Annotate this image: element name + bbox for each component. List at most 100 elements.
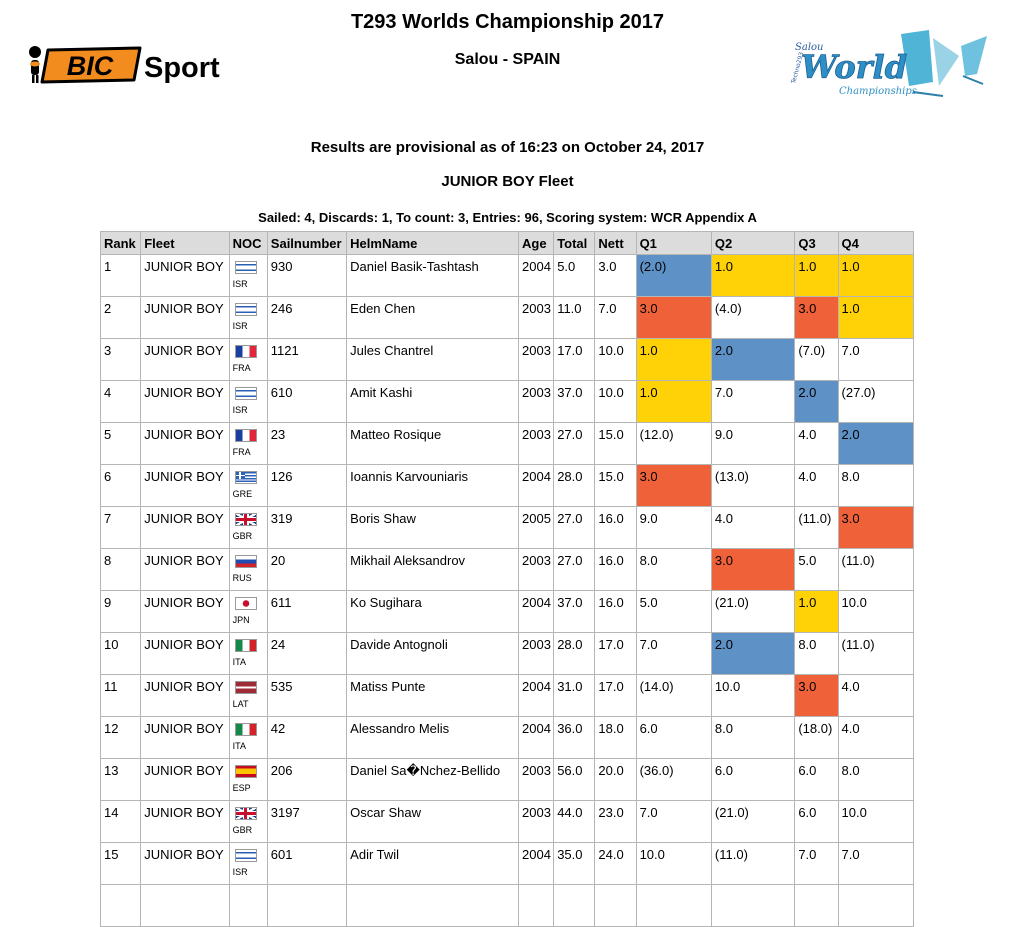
fleet-cell: JUNIOR BOY [140,254,230,297]
noc-code: ISR [232,405,248,415]
fleet-cell: JUNIOR BOY [140,716,230,759]
noc-code: ITA [232,741,246,751]
age-cell: 2003 [518,758,555,801]
ita-flag-icon [234,639,257,652]
q2-cell: 4.0 [710,506,796,549]
results-table: Rank Fleet NOC Sailnumber HelmName Age T… [99,231,915,927]
noc-code: LAT [232,699,249,709]
q1-cell: (2.0) [635,254,712,297]
noc-code: ISR [232,279,248,289]
q4-cell: 10.0 [837,590,915,633]
noc-code: ITA [232,657,246,667]
q2-cell: 1.0 [710,254,796,297]
q1-cell: 3.0 [635,296,712,339]
event-title: T293 Worlds Championship 2017 [350,11,665,33]
q4-cell: 10.0 [837,800,915,843]
sailnumber-cell: 206 [266,758,348,801]
q4-cell: (11.0) [837,632,915,675]
q2-cell: 8.0 [710,716,796,759]
gre-flag-icon [234,471,257,484]
isr-flag-icon [234,261,257,274]
sailnumber-cell: 1121 [266,338,348,381]
jpn-flag-icon [234,597,257,610]
sailnumber-cell: 42 [266,716,348,759]
total-cell: 11.0 [553,296,596,339]
q3-cell: 1.0 [794,254,839,297]
nett-cell: 3.0 [594,254,637,297]
table-row: 15 JUNIOR BOY ISR 601 Adir Twil 2004 35.… [99,842,915,885]
fleet-cell: JUNIOR BOY [140,548,230,591]
helmname-cell: Daniel Sa�Nchez-Bellido [346,758,520,801]
table-header-row: Rank Fleet NOC Sailnumber HelmName Age T… [99,231,915,255]
helmname-cell: Alessandro Melis [346,716,520,759]
helmname-cell: Daniel Basik-Tashtash [346,254,520,297]
q3-cell: 3.0 [794,296,839,339]
age-cell: 2003 [518,800,555,843]
fleet-cell: JUNIOR BOY [140,380,230,423]
rank-cell: 4 [99,380,142,423]
q1-cell: 1.0 [635,380,712,423]
col-header-nett: Nett [594,231,637,255]
age-cell: 2003 [518,338,555,381]
q1-cell: 8.0 [635,548,712,591]
noc-code: ESP [232,783,251,793]
noc-cell: ESP [228,758,268,801]
fleet-cell: JUNIOR BOY [140,338,230,381]
col-header-age: Age [518,231,555,255]
nett-cell: 20.0 [594,758,637,801]
nett-cell: 17.0 [594,632,637,675]
fleet-cell: JUNIOR BOY [140,422,230,465]
q3-cell: 4.0 [794,422,839,465]
q1-cell: (36.0) [635,758,712,801]
q4-cell: (27.0) [837,380,915,423]
sailnumber-cell: 535 [266,674,348,717]
age-cell: 2005 [518,506,555,549]
q4-cell: 4.0 [837,716,915,759]
col-header-helmname: HelmName [346,231,520,255]
col-header-rank: Rank [99,231,142,255]
q3-cell: (7.0) [794,338,839,381]
rank-cell: 3 [99,338,142,381]
sailnumber-cell: 24 [266,632,348,675]
col-header-q3: Q3 [794,231,839,255]
bic-word: BIC [67,51,114,81]
q4-cell: 2.0 [837,422,915,465]
helmname-cell: Ioannis Karvouniaris [346,464,520,507]
nett-cell: 10.0 [594,338,637,381]
fleet-cell: JUNIOR BOY [140,590,230,633]
table-row: 5 JUNIOR BOY FRA 23 Matteo Rosique 2003 … [99,422,915,465]
helmname-cell: Davide Antognoli [346,632,520,675]
age-cell: 2003 [518,422,555,465]
gbr-flag-icon [234,513,257,526]
age-cell: 2003 [518,548,555,591]
q2-cell: 10.0 [710,674,796,717]
table-row: 4 JUNIOR BOY ISR 610 Amit Kashi 2003 37.… [99,380,915,423]
total-cell: 44.0 [553,800,596,843]
noc-cell: ISR [228,254,268,297]
rank-cell: 11 [99,674,142,717]
q1-cell: 9.0 [635,506,712,549]
rank-cell: 5 [99,422,142,465]
noc-code: GRE [232,489,253,499]
sailnumber-cell: 3197 [266,800,348,843]
logo-championships-text: Championships [839,86,917,97]
noc-code: RUS [232,573,252,583]
table-row: 8 JUNIOR BOY RUS 20 Mikhail Aleksandrov … [99,548,915,591]
rank-cell: 7 [99,506,142,549]
noc-cell: FRA [228,422,268,465]
q3-cell: 1.0 [794,590,839,633]
noc-cell: ITA [228,716,268,759]
age-cell: 2003 [518,632,555,675]
noc-cell: RUS [228,548,268,591]
helmname-cell: Oscar Shaw [346,800,520,843]
nett-cell: 23.0 [594,800,637,843]
helmname-cell: Boris Shaw [346,506,520,549]
q3-cell: 6.0 [794,758,839,801]
helmname-cell: Adir Twil [346,842,520,885]
total-cell: 37.0 [553,590,596,633]
helmname-cell: Mikhail Aleksandrov [346,548,520,591]
noc-code: ISR [232,867,248,877]
q3-cell: 7.0 [794,842,839,885]
sailnumber-cell: 610 [266,380,348,423]
q1-cell: 6.0 [635,716,712,759]
